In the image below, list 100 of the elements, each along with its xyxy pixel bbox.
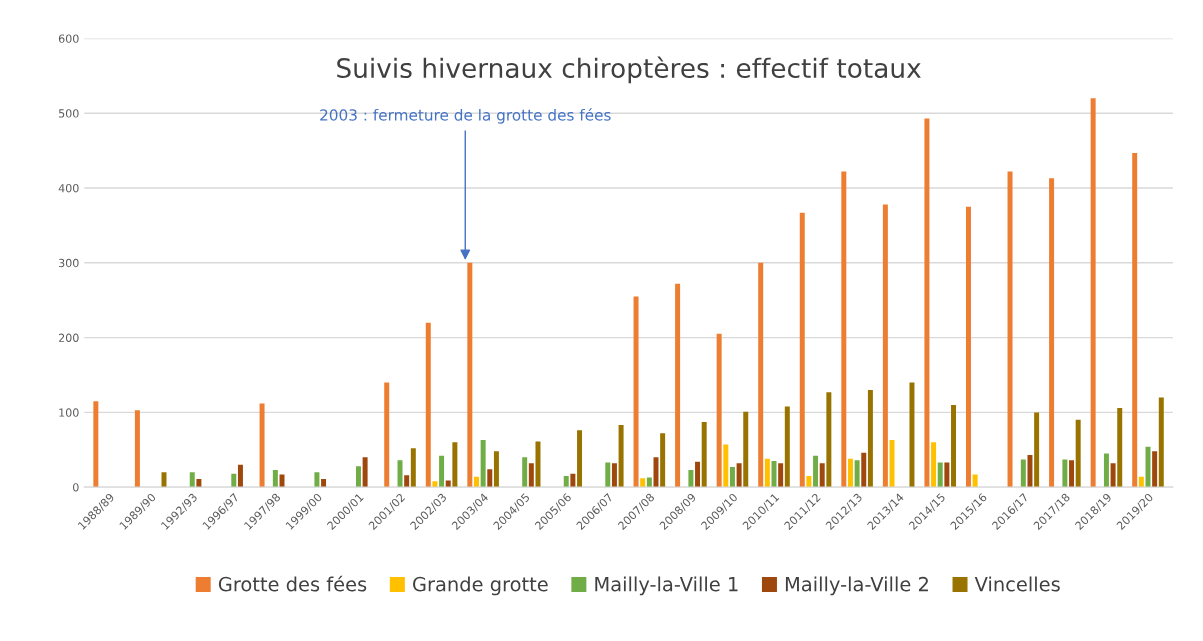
bar [951,404,957,488]
bar [965,206,971,488]
bar [847,458,853,488]
bar [1090,98,1096,488]
bar [841,171,847,488]
bar [1049,178,1055,488]
bar [563,475,569,488]
bar [425,322,431,488]
legend-label: Grande grotte [413,576,548,596]
bar [1110,463,1116,488]
bar [473,476,479,488]
bar [577,430,583,488]
bar [778,463,784,488]
y-tick-label: 100 [59,408,79,417]
bar [618,425,624,488]
bar [1062,459,1068,488]
bar [723,444,729,488]
bar [1158,397,1164,488]
bar [924,118,930,488]
bar [231,473,237,488]
bar [93,401,99,488]
bar [314,472,320,488]
legend-label: Vincelles [974,576,1060,592]
bar [1132,152,1138,488]
bar [819,463,825,488]
bar [1007,171,1013,488]
bar [272,469,278,488]
bar [1069,460,1075,488]
bar [743,411,749,488]
bar [688,469,694,488]
y-tick-label: 600 [58,34,79,43]
bar [196,478,202,488]
bar [1103,453,1109,488]
bar [487,469,493,488]
bar [432,481,438,488]
bar [321,478,327,488]
bar [1034,412,1040,488]
bar [410,448,416,488]
bar [764,458,770,488]
bar [889,440,895,488]
bar [675,283,681,488]
bar [528,463,534,488]
legend-label: Grotte des fées [218,575,367,592]
bar [1020,459,1026,488]
bar [701,422,707,488]
bar [384,382,390,488]
bar [611,463,617,488]
bar [937,462,943,488]
bar [653,457,659,488]
y-tick-label: 0 [73,483,79,492]
bar [867,389,873,488]
bar [259,403,265,488]
bar [404,475,410,488]
bar [439,455,445,488]
bar [806,475,812,488]
bar [736,463,742,488]
y-tick-label: 500 [59,109,79,118]
bar [522,457,528,488]
bar [452,442,458,488]
bar [784,406,790,488]
legend-label: Mailly-la-Ville 1 [595,576,738,596]
bar [279,474,285,488]
bar [909,382,915,488]
bar [633,296,639,488]
bar [134,410,140,488]
bar [799,212,805,488]
bar [445,480,451,488]
bar [480,440,486,488]
bar [237,464,243,488]
bar [493,451,499,488]
bar [570,473,576,488]
annotation: 2003 : fermeture de la grotte des fées [320,108,611,124]
bar [646,477,652,488]
y-tick-label: 200 [58,333,79,342]
bar [1117,407,1123,488]
bar [882,204,888,488]
bar [758,262,764,488]
text: Suivis hivernaux chiroptères : effectif totaux [337,56,921,84]
bar [1075,419,1081,488]
bar [826,392,832,488]
bar [355,466,361,488]
bar [640,478,646,488]
bar [813,455,819,488]
bar [972,474,978,488]
bar [1027,455,1033,488]
y-tick-label: 400 [58,184,79,193]
bar [189,472,195,488]
bar [861,452,867,488]
bar [854,460,860,488]
bar [944,462,950,488]
y-tick-label: 300 [58,258,79,268]
bar [362,457,368,488]
bar [695,461,701,488]
bar [605,462,611,488]
bar [535,441,541,488]
bar [1152,451,1158,488]
bar [397,460,403,488]
legend-label: Mailly-la-Ville 2 [785,576,928,596]
bar [716,333,722,488]
bar [931,442,937,488]
